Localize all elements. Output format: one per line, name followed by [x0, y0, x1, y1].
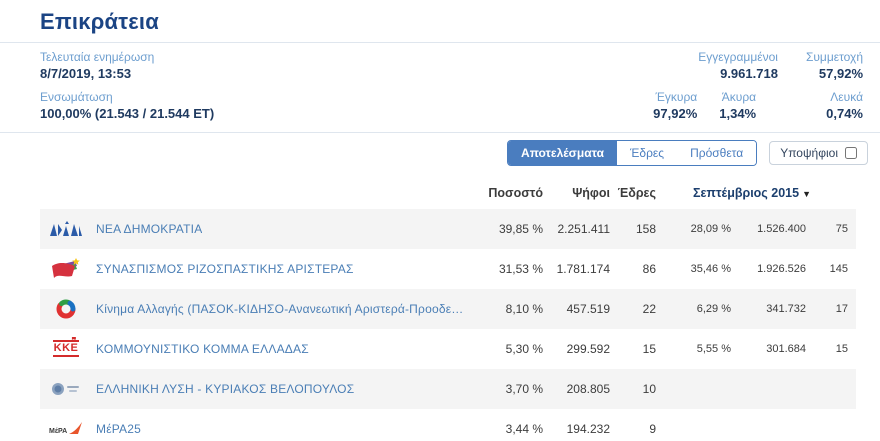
prev-percent-cell: 35,46 % [690, 262, 731, 275]
tab-extras[interactable]: Πρόσθετα [677, 140, 757, 165]
table-header-row: Ποσοστό Ψήφοι Έδρες Σεπτέμβριος 2015 ▼ [40, 167, 856, 209]
prev-seats-cell: 145 [829, 262, 848, 275]
header-seats: Έδρες [617, 185, 656, 200]
seats-cell: 15 [642, 341, 656, 356]
svg-text:ΜέΡΑ: ΜέΡΑ [49, 428, 67, 435]
kke-logo-icon: ΚΚΕ ⚑ [49, 337, 83, 361]
integration-stat: Ενσωμάτωση 100,00% (21.543 / 21.544 ΕΤ) [40, 90, 214, 122]
table-row: ΣΥΝΑΣΠΙΣΜΟΣ ΡΙΖΟΣΠΑΣΤΙΚΗΣ ΑΡΙΣΤΕΡΑΣ 31,5… [40, 249, 856, 289]
prev-votes-cell: 341.732 [766, 302, 806, 315]
party-name-link[interactable]: ΜέΡΑ25 [96, 421, 142, 436]
valid-stat: Έγκυρα 97,92% [653, 90, 697, 122]
percent-cell: 5,30 % [505, 341, 543, 356]
tab-results[interactable]: Αποτελέσματα [508, 140, 618, 165]
summary-band-2: Ενσωμάτωση 100,00% (21.543 / 21.544 ΕΤ) … [0, 88, 880, 131]
chevron-down-icon: ▼ [802, 188, 812, 199]
tabs-bar: Αποτελέσματα Έδρες Πρόσθετα Υποψήφιοι [0, 133, 880, 167]
blank-stat: Λευκά 0,74% [826, 90, 863, 122]
integration-label: Ενσωμάτωση [40, 90, 113, 105]
party-name-link[interactable]: ΝΕΑ ΔΗΜΟΚΡΑΤΙΑ [96, 221, 203, 236]
seats-cell: 86 [642, 261, 656, 276]
prev-percent-cell: 5,55 % [696, 342, 731, 355]
comparison-dropdown[interactable]: Σεπτέμβριος 2015 ▼ [656, 186, 848, 200]
prev-percent-cell: 6,29 % [696, 302, 731, 315]
percent-cell: 3,44 % [505, 421, 543, 436]
blank-label: Λευκά [830, 90, 863, 105]
summary-divider [0, 131, 880, 133]
votes-cell: 457.519 [566, 301, 610, 316]
party-name-link[interactable]: ΚΟΜΜΟΥΝΙΣΤΙΚΟ ΚΟΜΜΑ ΕΛΛΑΔΑΣ [96, 341, 309, 356]
percent-cell: 8,10 % [505, 301, 543, 316]
party-name-link[interactable]: ΣΥΝΑΣΠΙΣΜΟΣ ΡΙΖΟΣΠΑΣΤΙΚΗΣ ΑΡΙΣΤΕΡΑΣ [96, 261, 354, 276]
votes-cell: 194.232 [566, 421, 610, 436]
table-row: ΕΛΛΗΝΙΚΗ ΛΥΣΗ - ΚΥΡΙΑΚΟΣ ΒΕΛΟΠΟΥΛΟΣ 3,70… [40, 368, 856, 409]
invalid-stat: Άκυρα 1,34% [719, 90, 756, 122]
summary-band-1: Τελευταία ενημέρωση 8/7/2019, 13:53 Εγγε… [0, 43, 880, 88]
prev-seats-cell: 15 [835, 342, 848, 355]
registered-stat: Εγγεγραμμένοι 9.961.718 [698, 50, 778, 82]
party-name-link[interactable]: Κίνημα Αλλαγής (ΠΑΣΟΚ-ΚΙΔΗΣΟ-Ανανεωτική … [96, 301, 470, 316]
prev-votes-cell: 1.526.400 [757, 222, 806, 235]
prev-percent-cell: 28,09 % [690, 222, 731, 235]
votes-cell: 208.805 [566, 381, 610, 396]
header-votes: Ψήφοι [572, 185, 610, 200]
view-tab-group: Αποτελέσματα Έδρες Πρόσθετα [507, 139, 758, 166]
votes-cell: 299.592 [566, 341, 610, 356]
valid-value: 97,92% [653, 106, 698, 122]
candidates-toggle-label: Υποψήφιοι [780, 145, 838, 160]
page-title: Επικράτεια [40, 9, 159, 34]
valid-label: Έγκυρα [655, 90, 698, 105]
table-row: ΜέΡΑ ΜέΡΑ25 3,44 % 194.232 9 [40, 409, 856, 441]
percent-cell: 3,70 % [505, 381, 543, 396]
comparison-label: Σεπτέμβριος 2015 [692, 185, 800, 200]
kinima-allagis-logo-icon [49, 297, 83, 321]
integration-value: 100,00% (21.543 / 21.544 ΕΤ) [40, 106, 215, 122]
last-update-value: 8/7/2019, 13:53 [40, 66, 132, 81]
seats-cell: 158 [635, 221, 656, 236]
nea-dimokratia-logo-icon [49, 217, 83, 241]
invalid-label: Άκυρα [721, 90, 757, 105]
turnout-stat: Συμμετοχή 57,92% [806, 50, 863, 82]
turnout-value: 57,92% [818, 66, 863, 81]
prev-votes-cell: 1.926.526 [757, 262, 806, 275]
turnout-label: Συμμετοχή [805, 50, 863, 64]
tab-seats[interactable]: Έδρες [617, 140, 678, 165]
table-row: Κίνημα Αλλαγής (ΠΑΣΟΚ-ΚΙΔΗΣΟ-Ανανεωτική … [40, 288, 856, 329]
percent-cell: 39,85 % [498, 221, 543, 236]
header-percent: Ποσοστό [488, 185, 543, 200]
table-row: ΚΚΕ ⚑ ΚΟΜΜΟΥΝΙΣΤΙΚΟ ΚΟΜΜΑ ΕΛΛΑΔΑΣ 5,30 % … [40, 329, 856, 369]
mera25-logo-icon: ΜέΡΑ [49, 417, 83, 441]
blank-value: 0,74% [826, 106, 863, 122]
prev-seats-cell: 17 [835, 302, 848, 315]
seats-cell: 9 [649, 421, 656, 436]
votes-cell: 1.781.174 [556, 261, 610, 276]
last-update-stat: Τελευταία ενημέρωση 8/7/2019, 13:53 [40, 50, 154, 82]
invalid-value: 1,34% [719, 106, 757, 122]
candidates-toggle-button[interactable]: Υποψήφιοι [769, 140, 868, 165]
header-divider [0, 42, 880, 43]
results-table: Ποσοστό Ψήφοι Έδρες Σεπτέμβριος 2015 ▼ ΝΕ… [40, 167, 856, 441]
syriza-logo-icon [49, 257, 83, 281]
percent-cell: 31,53 % [498, 261, 543, 276]
registered-value: 9.961.718 [720, 66, 778, 81]
prev-seats-cell: 75 [835, 222, 848, 235]
votes-cell: 2.251.411 [557, 221, 611, 236]
candidates-checkbox[interactable] [845, 146, 857, 159]
seats-cell: 22 [642, 301, 656, 316]
table-row: ΝΕΑ ΔΗΜΟΚΡΑΤΙΑ 39,85 % 2.251.411 158 28,… [40, 208, 856, 249]
seats-cell: 10 [642, 381, 656, 396]
party-name-link[interactable]: ΕΛΛΗΝΙΚΗ ΛΥΣΗ - ΚΥΡΙΑΚΟΣ ΒΕΛΟΠΟΥΛΟΣ [96, 381, 355, 396]
registered-label: Εγγεγραμμένοι [698, 50, 778, 64]
elliniki-lysi-logo-icon [49, 377, 83, 401]
prev-votes-cell: 301.684 [766, 342, 806, 355]
last-update-label: Τελευταία ενημέρωση [40, 50, 155, 64]
